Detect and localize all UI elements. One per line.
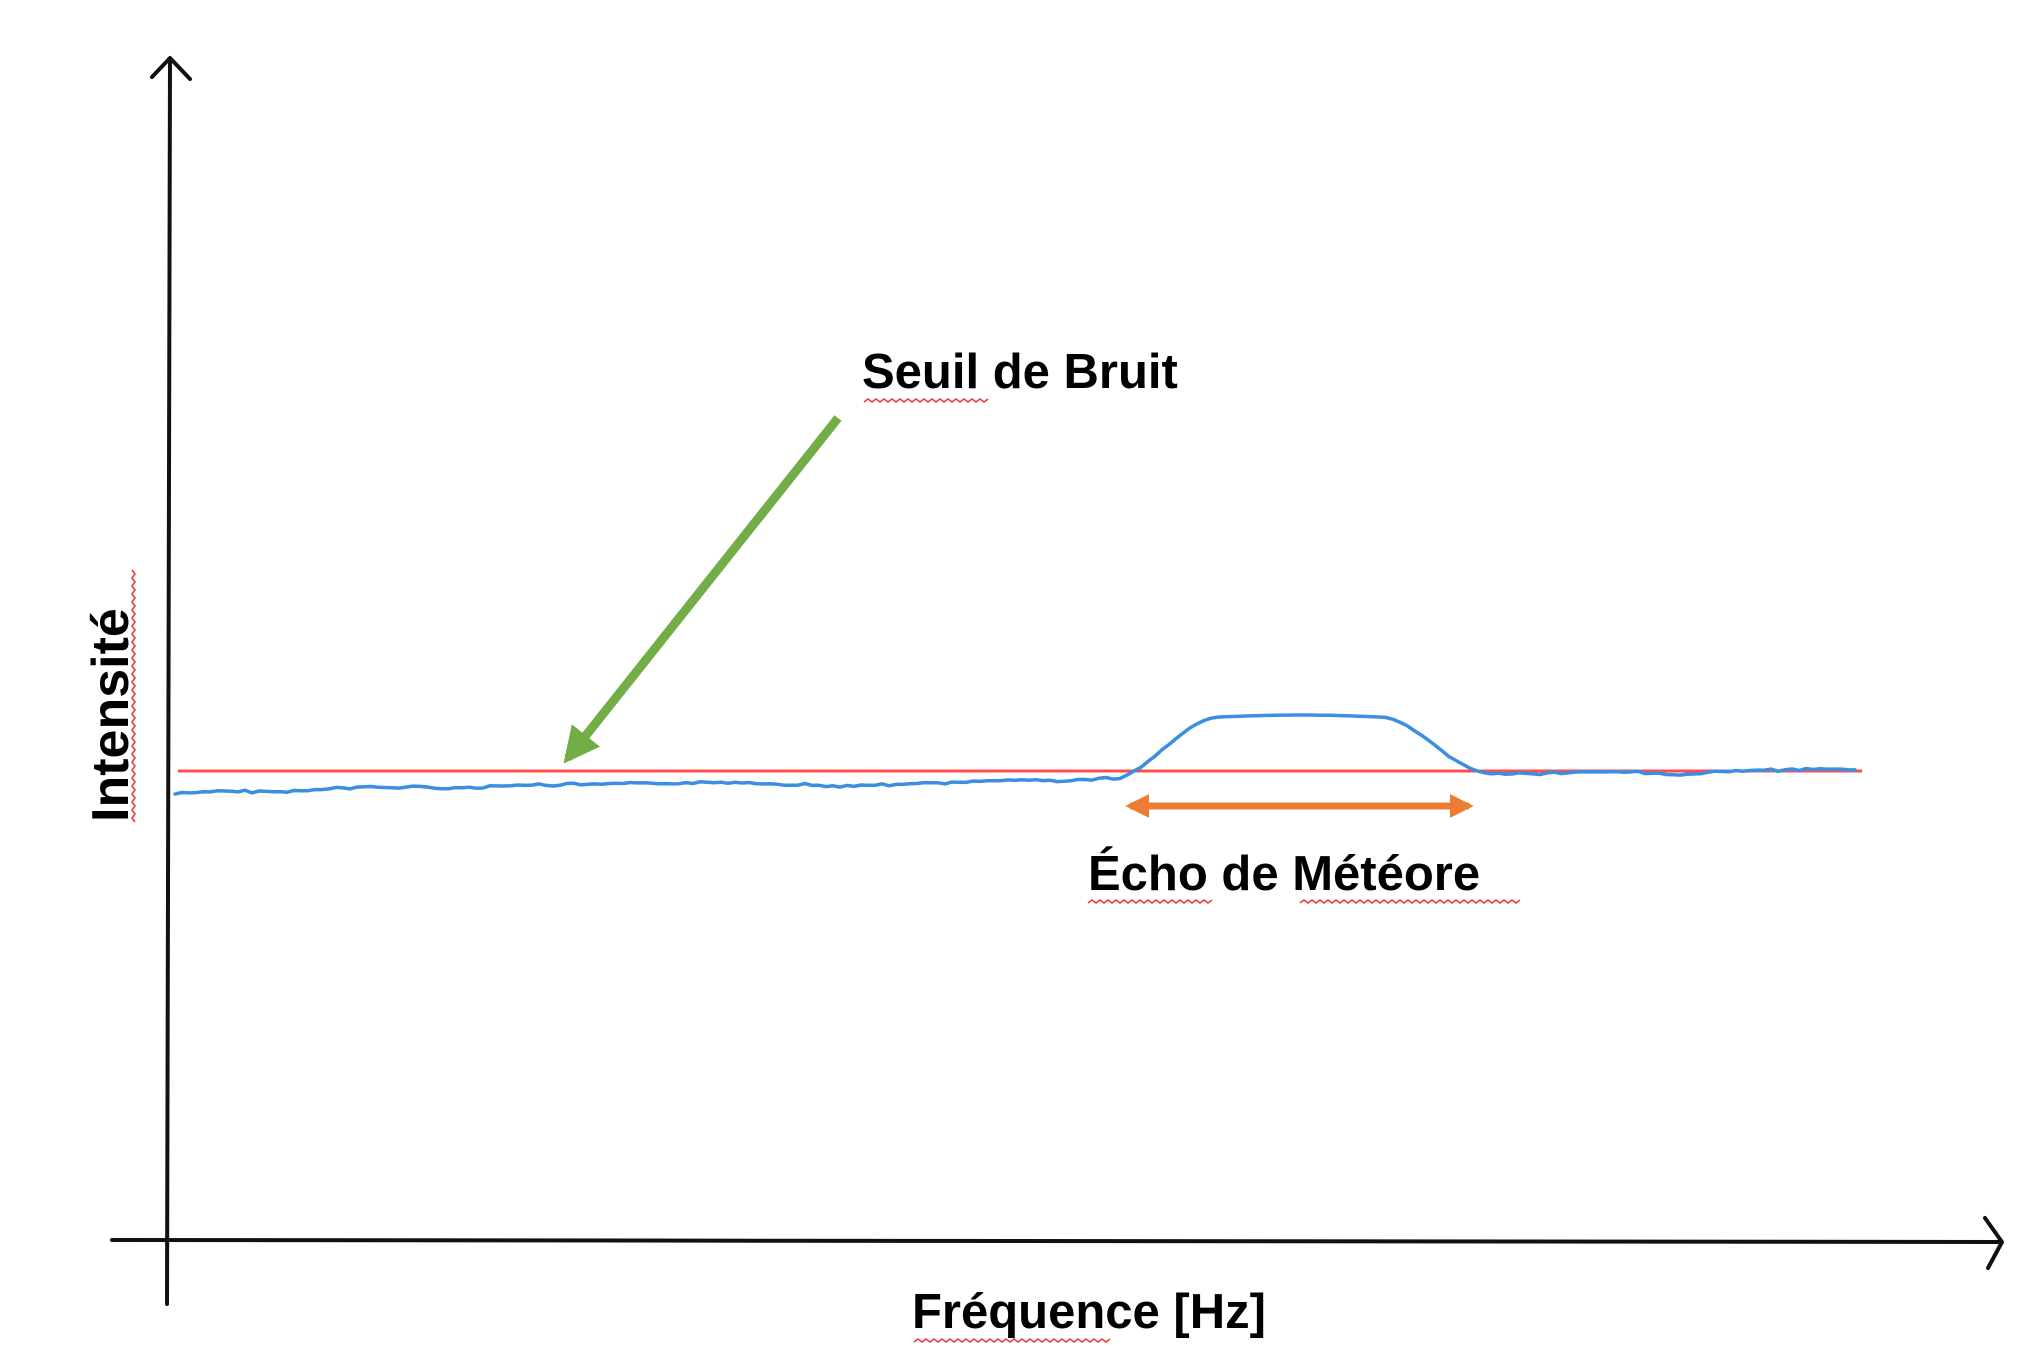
x-axis-arrowhead (1983, 1216, 2004, 1270)
noise-threshold-label: Seuil de Bruit (862, 345, 1178, 399)
meteor-echo-spellcheck-2 (1299, 899, 1521, 904)
y-axis-line (165, 58, 172, 1306)
y-axis (150, 56, 192, 1306)
signal-trace (173, 713, 1857, 796)
x-axis-line (110, 1238, 2000, 1244)
y-axis-label: Intensité (82, 608, 140, 822)
noise-threshold-spellcheck (863, 398, 989, 403)
threshold-pointer-arrow (563, 415, 842, 764)
x-axis-label: Fréquence [Hz] (912, 1285, 1266, 1339)
meteor-echo-spellcheck-1 (1087, 899, 1213, 904)
y-axis-label-spellcheck (131, 569, 136, 823)
x-axis-label-spellcheck (913, 1338, 1111, 1343)
x-axis (110, 1216, 2004, 1270)
meteor-echo-label: Écho de Météore (1088, 847, 1480, 901)
y-axis-arrowhead (150, 56, 192, 81)
